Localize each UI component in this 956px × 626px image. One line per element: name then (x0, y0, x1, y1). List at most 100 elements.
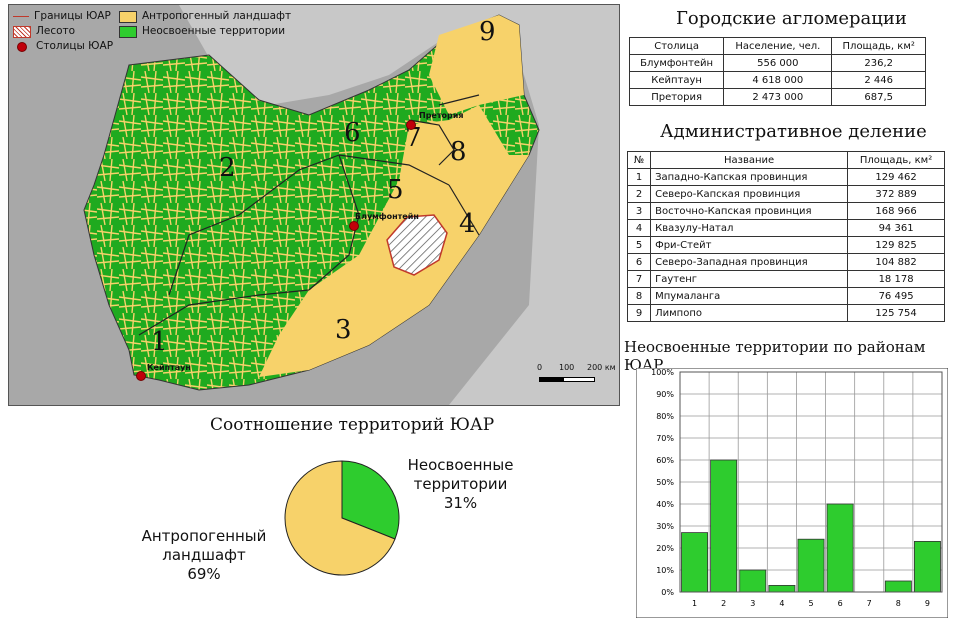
yellow-swatch-icon (119, 10, 137, 23)
province-borders (138, 94, 480, 336)
region-number: 4 (459, 209, 476, 239)
pie-slice (284, 460, 396, 576)
legend-label: Столицы ЮАР (36, 40, 114, 52)
table-cell: 1 (626, 168, 652, 186)
admin-table-body: 1 Западно-Капская провинция 129 462 2 Северо… (626, 168, 945, 322)
region-number: 9 (479, 17, 496, 47)
table-cell: 8 (626, 287, 652, 305)
table-header: Площадь, км² (847, 151, 945, 169)
city-label-pretoria: Претория (419, 111, 464, 120)
table-cell: 372 889 (847, 185, 945, 203)
city-label-capetown: Кейптаун (147, 363, 191, 372)
x-tick-label: 2 (721, 599, 726, 608)
table-cell: 2 446 (831, 71, 926, 89)
table-cell: 3 (626, 202, 652, 220)
pie-label-text: Неосвоенные территории (407, 456, 514, 493)
x-tick-label: 6 (838, 599, 843, 608)
bar (797, 538, 825, 593)
y-tick-label: 80% (656, 412, 674, 421)
map-panel: Границы ЮАР Лесото Столицы ЮАР Антропоге… (8, 4, 620, 406)
bar (710, 459, 738, 593)
table-header: № (626, 151, 652, 169)
x-tick-label: 4 (779, 599, 784, 608)
y-tick-label: 50% (656, 478, 674, 487)
table-row: Блумфонтейн 556 000 236,2 (628, 54, 926, 72)
table-cell: 104 882 (847, 253, 945, 271)
y-tick-label: 30% (656, 522, 674, 531)
pie-label-text: Антропогенный ландшафт (141, 527, 267, 564)
region-number: 2 (219, 153, 236, 183)
table-row: Кейптаун 4 618 000 2 446 (628, 71, 926, 89)
table-cell: Западно-Капская провинция (650, 168, 849, 186)
table-row: 4 Квазулу-Натал 94 361 (626, 219, 945, 237)
y-tick-label: 100% (651, 368, 674, 377)
red-line-icon (13, 16, 29, 17)
table-cell: 94 361 (847, 219, 945, 237)
legend-capitals: Столицы ЮАР (13, 39, 113, 54)
table-row: Претория 2 473 000 687,5 (628, 88, 926, 106)
table-cell: Мпумаланга (650, 287, 849, 305)
table-cell: Кейптаун (628, 71, 725, 89)
table-cell: 556 000 (723, 54, 833, 72)
pie-label-undeveloped: Неосвоенные территории 31% (398, 456, 523, 513)
x-tick-label: 3 (750, 599, 755, 608)
y-tick-label: 0% (661, 588, 674, 597)
scale-label: 100 (559, 363, 575, 372)
plot-frame (679, 371, 943, 593)
pie-label-pct: 69% (187, 565, 221, 583)
table-cell: 2 (626, 185, 652, 203)
table-cell: 4 (626, 219, 652, 237)
table-row: 3 Восточно-Капская провинция 168 966 (626, 202, 945, 220)
table-cell: Северо-Западная провинция (650, 253, 849, 271)
scale-label: 200 км (587, 363, 616, 372)
table-cell: Фри-Стейт (650, 236, 849, 254)
table-cell: 125 754 (847, 304, 945, 322)
bar-chart: 0% 10% 20% 30% 40% 50% 60% 70% 80% 90% 100% 1 2 3 4 5 6 7… (636, 368, 948, 618)
table-cell: 76 495 (847, 287, 945, 305)
table-header: Столица (628, 37, 725, 55)
lesotho-shape (386, 214, 448, 276)
city-label-bloemfontein: Блумфонтейн (355, 212, 419, 221)
x-tick-label: 8 (896, 599, 901, 608)
bar (768, 584, 796, 593)
table-cell: Гаутенг (650, 270, 849, 288)
pie-slice (341, 460, 400, 540)
map-legend: Границы ЮАР Лесото Столицы ЮАР (13, 9, 113, 54)
scale-bar: 0 100 200 км (537, 363, 617, 387)
table-row: 2 Северо-Капская провинция 372 889 (626, 185, 945, 203)
region-number: 3 (335, 315, 352, 345)
bar (826, 503, 854, 593)
table-row: 9 Лимпопо 125 754 (626, 304, 945, 322)
region-number: 1 (151, 327, 168, 357)
legend-lesotho: Лесото (13, 24, 113, 39)
y-tick-label: 20% (656, 544, 674, 553)
table-header-row: № Название Площадь, км² (626, 151, 945, 169)
capital-dot-icon (136, 371, 146, 381)
legend-label: Границы ЮАР (34, 10, 111, 22)
table-header-row: Столица Население, чел. Площадь, км² (628, 37, 926, 55)
table-cell: 6 (626, 253, 652, 271)
table-cell: Квазулу-Натал (650, 219, 849, 237)
hatch-icon (13, 25, 31, 38)
table-cell: 5 (626, 236, 652, 254)
region-number: 5 (387, 175, 404, 205)
table-row: 7 Гаутенг 18 178 (626, 270, 945, 288)
table-header: Площадь, км² (831, 37, 926, 55)
y-tick-label: 70% (656, 434, 674, 443)
table-cell: 168 966 (847, 202, 945, 220)
table-cell: 129 462 (847, 168, 945, 186)
legend-label: Лесото (36, 25, 76, 37)
table-row: 5 Фри-Стейт 129 825 (626, 236, 945, 254)
table-cell: 4 618 000 (723, 71, 833, 89)
y-tick-label: 40% (656, 500, 674, 509)
y-tick-label: 10% (656, 566, 674, 575)
pie-label-pct: 31% (443, 494, 478, 512)
pie-chart (284, 460, 400, 576)
table-cell: Лимпопо (650, 304, 849, 322)
scale-label: 0 (537, 363, 543, 372)
region-number: 8 (450, 137, 467, 167)
table-cell: 18 178 (847, 270, 945, 288)
table-row: 8 Мпумаланга 76 495 (626, 287, 945, 305)
x-tick-label: 1 (692, 599, 697, 608)
region-number: 7 (405, 123, 422, 153)
